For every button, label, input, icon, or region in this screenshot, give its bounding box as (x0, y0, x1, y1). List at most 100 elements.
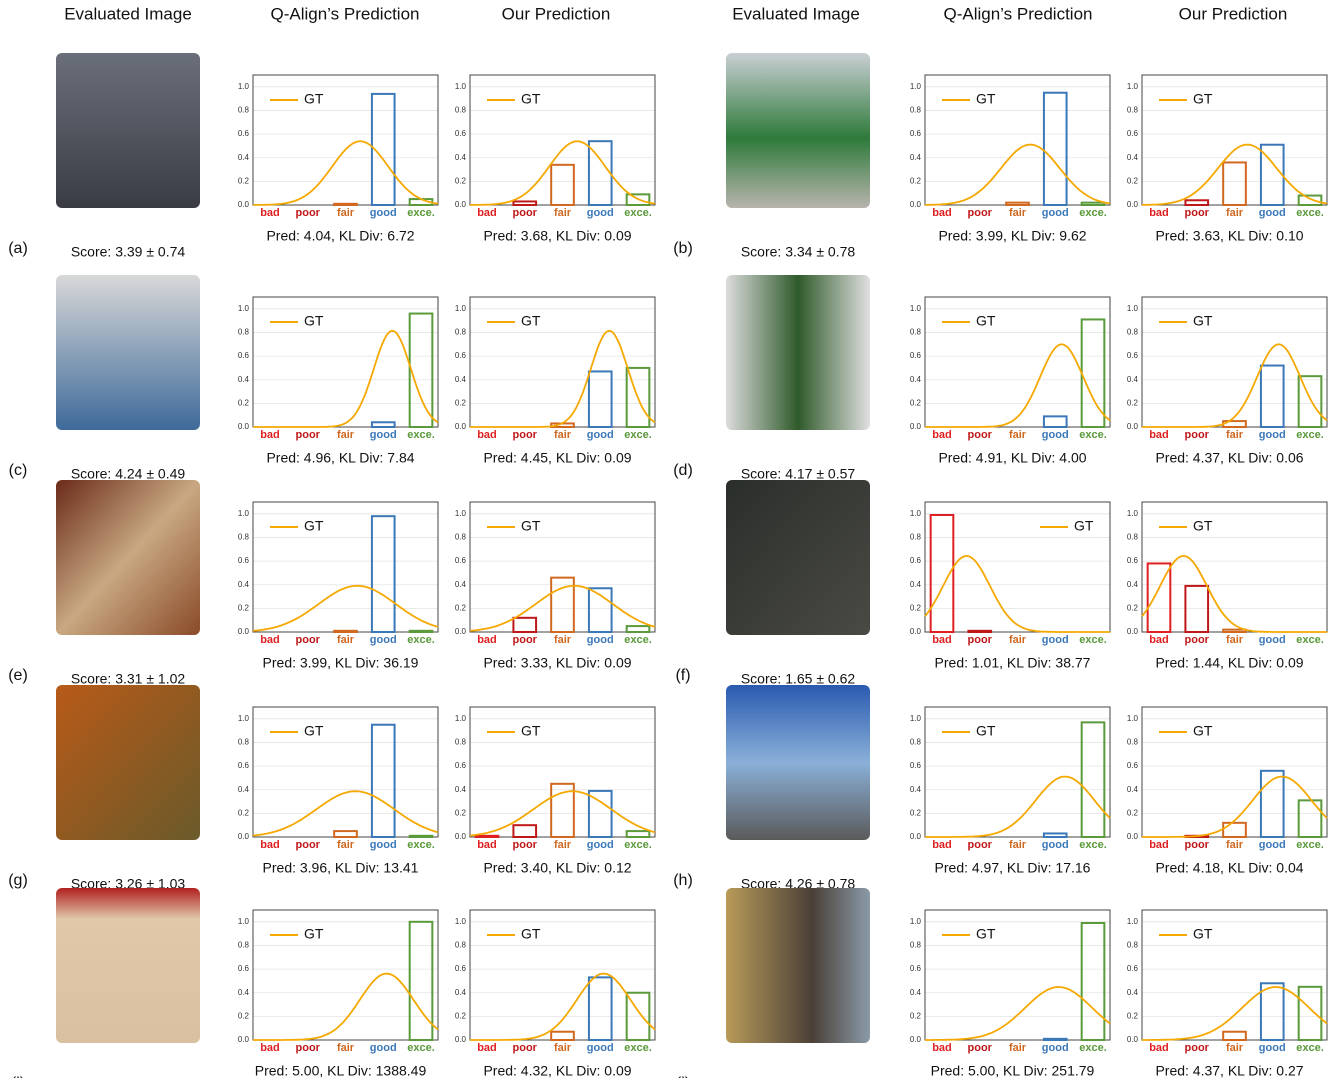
panel-label: (d) (673, 462, 693, 479)
y-tick-label: 1.0 (1127, 917, 1139, 926)
y-tick-label: 0.4 (455, 785, 467, 794)
y-tick-label: 0.0 (910, 200, 922, 209)
evaluated-image (56, 480, 200, 635)
bar (1042, 1037, 1068, 1042)
y-tick-label: 0.4 (910, 375, 922, 384)
bar (408, 312, 434, 428)
y-tick-label: 0.6 (1127, 351, 1139, 360)
y-tick-label: 0.6 (238, 964, 250, 973)
plot-frame (924, 706, 1111, 838)
x-tick-label: good (370, 429, 397, 441)
y-tick-label: 1.0 (455, 714, 467, 723)
x-tick-label: poor (1185, 839, 1210, 851)
chart-caption: Pred: 1.44, KL Div: 0.09 (1155, 655, 1303, 671)
x-tick-label: good (1042, 839, 1069, 851)
score-label: Score: 3.31 ± 1.02 (71, 671, 186, 687)
legend-label: GT (976, 313, 996, 329)
y-tick-label: 1.0 (238, 917, 250, 926)
x-tick-label: good (587, 634, 614, 646)
x-tick-label: fair (1226, 207, 1244, 219)
evaluated-image (726, 53, 870, 208)
column-header: Q-Align’s Prediction (944, 4, 1093, 23)
y-tick-label: 0.4 (455, 153, 467, 162)
score-label: Score: 3.26 ± 1.03 (71, 876, 186, 892)
bar (408, 920, 434, 1041)
y-tick-label: 0.4 (238, 785, 250, 794)
gt-curve (1142, 775, 1328, 838)
y-tick-label: 1.0 (238, 714, 250, 723)
gt-curve (252, 584, 439, 632)
plot-frame (924, 501, 1111, 633)
y-tick-label: 0.0 (910, 1035, 922, 1044)
bar (370, 421, 396, 429)
x-tick-label: exce. (624, 634, 652, 646)
y-tick-label: 0.2 (455, 808, 467, 817)
y-tick-label: 0.4 (1127, 785, 1139, 794)
y-tick-label: 0.2 (910, 398, 922, 407)
y-tick-label: 0.4 (1127, 153, 1139, 162)
bar (1184, 199, 1210, 206)
plot-frame (252, 706, 439, 838)
x-tick-label: good (1042, 634, 1069, 646)
x-tick-label: good (1259, 429, 1286, 441)
x-tick-label: bad (1149, 207, 1169, 219)
y-tick-label: 0.4 (455, 580, 467, 589)
evaluated-image (726, 480, 870, 635)
evaluated-image (56, 685, 200, 840)
chart-caption: Pred: 4.45, KL Div: 0.09 (483, 450, 631, 466)
x-tick-label: exce. (624, 207, 652, 219)
y-tick-label: 1.0 (1127, 714, 1139, 723)
bar (1080, 201, 1106, 207)
y-tick-label: 0.8 (1127, 533, 1139, 542)
y-tick-label: 0.6 (1127, 761, 1139, 770)
x-tick-label: exce. (1296, 207, 1324, 219)
bar (1080, 721, 1106, 839)
gt-curve (925, 775, 1111, 838)
panel-label: (c) (9, 462, 28, 479)
bar (587, 587, 613, 633)
x-tick-label: poor (968, 1042, 993, 1054)
column-header: Evaluated Image (732, 4, 860, 23)
gt-curve (1142, 986, 1328, 1041)
y-tick-label: 0.8 (1127, 941, 1139, 950)
panel-label: (i) (11, 1075, 25, 1078)
x-tick-label: fair (1009, 207, 1027, 219)
bar (967, 629, 993, 633)
x-tick-label: bad (260, 207, 280, 219)
x-tick-label: good (587, 429, 614, 441)
y-tick-label: 1.0 (1127, 509, 1139, 518)
x-tick-label: fair (554, 429, 572, 441)
x-tick-label: exce. (624, 839, 652, 851)
y-tick-label: 0.0 (455, 1035, 467, 1044)
y-tick-label: 0.0 (238, 832, 250, 841)
bar (474, 834, 500, 838)
x-tick-label: fair (554, 207, 572, 219)
y-tick-label: 0.0 (238, 200, 250, 209)
x-tick-label: poor (296, 207, 321, 219)
y-tick-label: 1.0 (910, 509, 922, 518)
legend-label: GT (1193, 926, 1213, 942)
y-tick-label: 0.8 (455, 328, 467, 337)
bar (370, 92, 396, 206)
plot-frame (1141, 74, 1328, 206)
column-header: Our Prediction (502, 4, 611, 23)
y-tick-label: 0.8 (238, 738, 250, 747)
y-tick-label: 0.8 (238, 106, 250, 115)
x-tick-label: good (587, 1042, 614, 1054)
y-tick-label: 1.0 (910, 82, 922, 91)
x-tick-label: good (1259, 634, 1286, 646)
column-header: Evaluated Image (64, 4, 192, 23)
bar (1297, 194, 1323, 207)
legend-label: GT (521, 926, 541, 942)
x-tick-label: good (370, 839, 397, 851)
chart-caption: Pred: 3.96, KL Div: 13.41 (263, 860, 419, 876)
x-tick-label: exce. (624, 429, 652, 441)
chart-caption: Pred: 4.04, KL Div: 6.72 (266, 228, 414, 244)
bar (625, 991, 651, 1042)
y-tick-label: 0.0 (238, 627, 250, 636)
bar (1042, 415, 1068, 429)
x-tick-label: bad (932, 634, 952, 646)
x-tick-label: bad (1149, 839, 1169, 851)
legend-label: GT (521, 91, 541, 107)
y-tick-label: 0.8 (238, 941, 250, 950)
